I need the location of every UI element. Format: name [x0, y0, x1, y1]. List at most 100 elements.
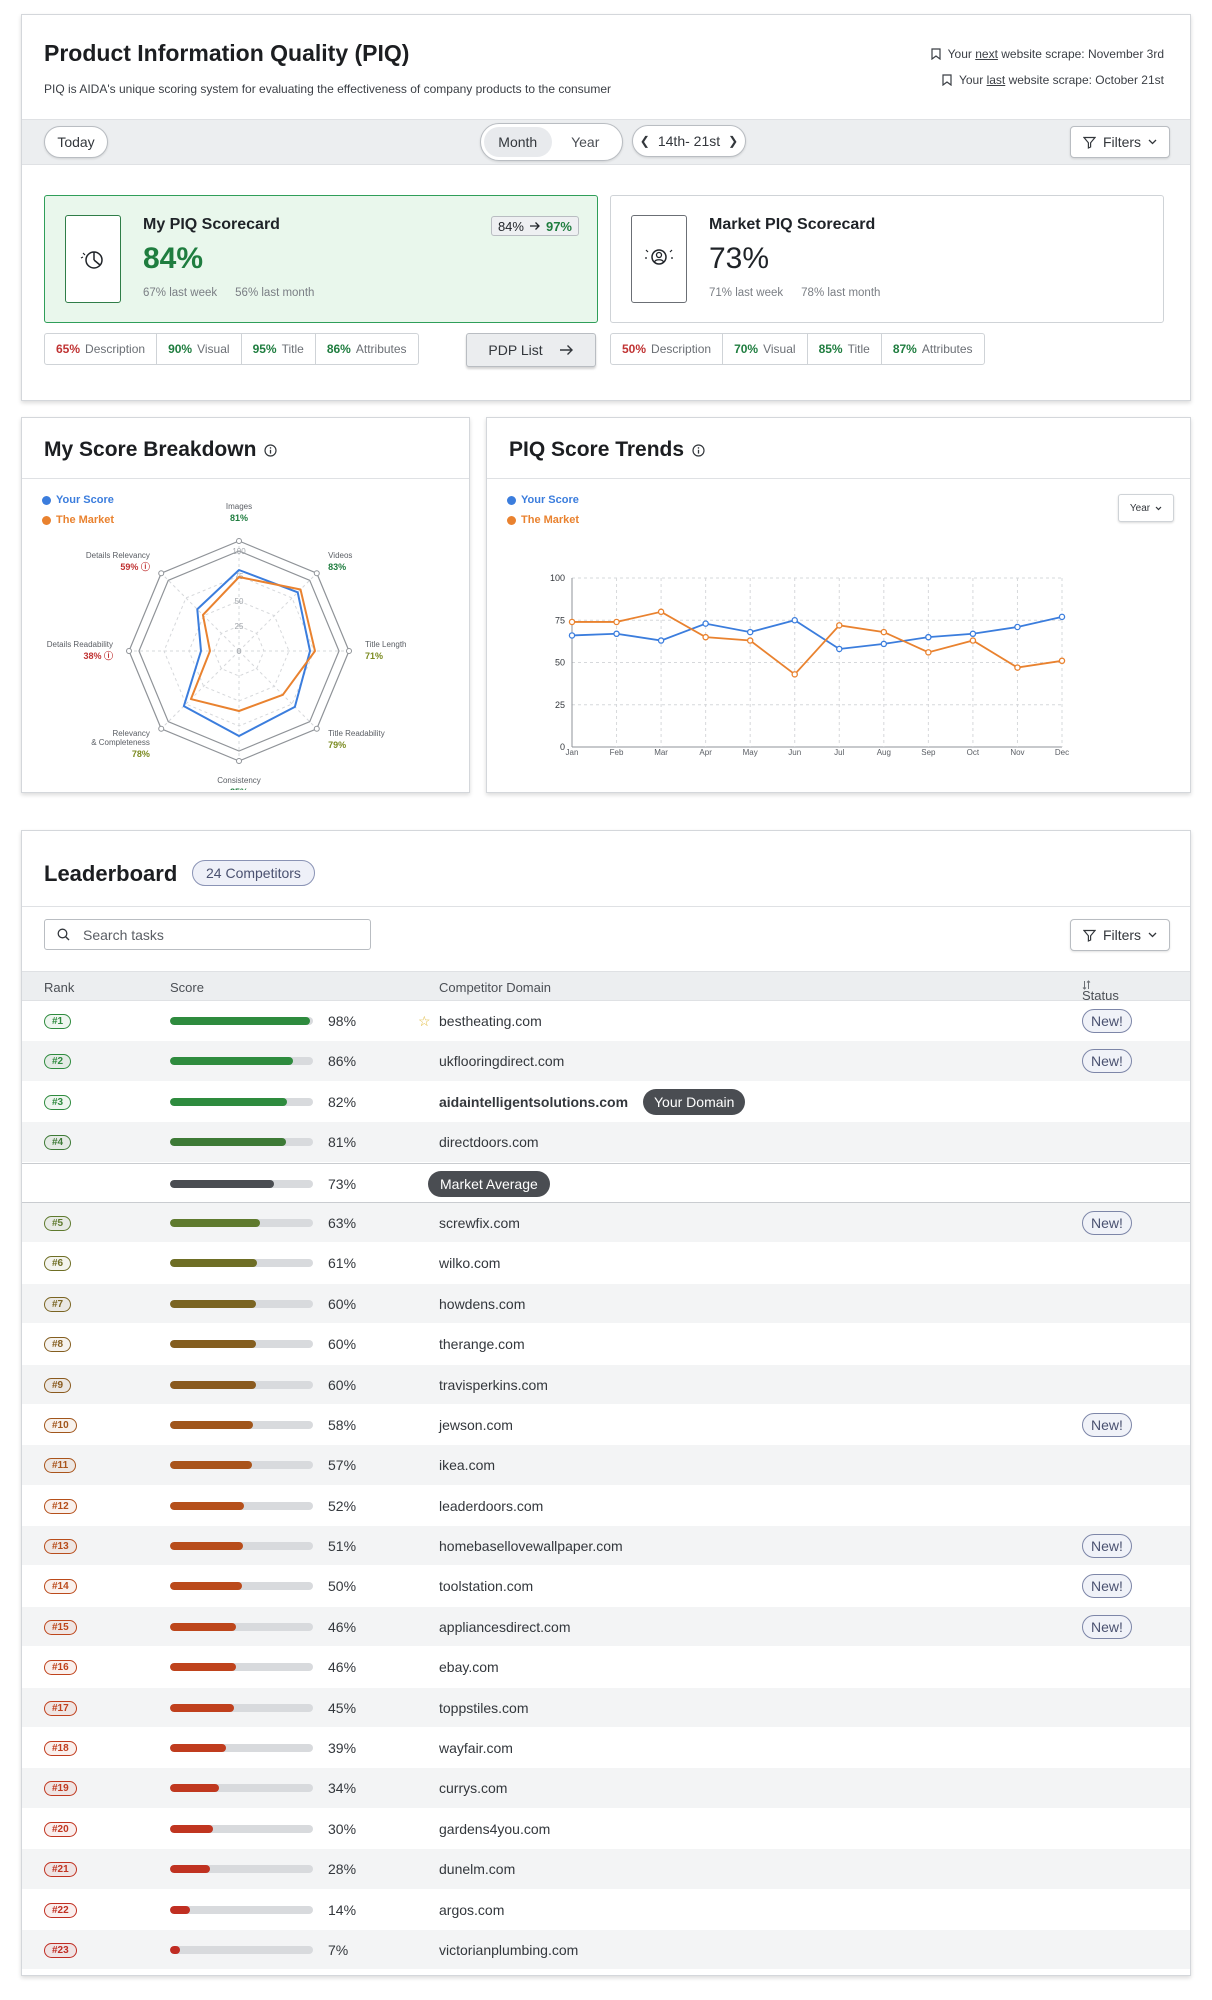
competitor-domain[interactable]: ukflooringdirect.com [439, 1053, 565, 1070]
last-week: 67% last week [143, 287, 218, 299]
competitor-domain[interactable]: aidaintelligentsolutions.com [439, 1093, 629, 1110]
competitor-domain[interactable]: leaderdoors.com [439, 1497, 544, 1514]
competitor-domain[interactable]: victorianplumbing.com [439, 1941, 579, 1958]
table-row[interactable]: #4 81% directdoors.com [22, 1122, 1190, 1163]
competitor-domain[interactable]: appliancesdirect.com [439, 1618, 571, 1635]
search-input[interactable]: Search tasks [44, 919, 371, 950]
table-row[interactable]: #13 51% homebasellovewallpaper.com New! [22, 1526, 1190, 1567]
competitor-domain[interactable]: ikea.com [439, 1457, 496, 1474]
competitor-domain[interactable]: screwfix.com [439, 1214, 520, 1231]
competitor-domain[interactable]: howdens.com [439, 1295, 526, 1312]
table-row[interactable]: #23 7% victorianplumbing.com [22, 1929, 1190, 1971]
header-status-label: Status [1082, 988, 1119, 1003]
competitor-domain[interactable]: gardens4you.com [439, 1820, 551, 1837]
radar-spoke [238, 572, 318, 652]
x-tick-label: Nov [1010, 748, 1024, 757]
table-row[interactable]: #12 52% leaderdoors.com [22, 1486, 1190, 1527]
table-row[interactable]: #19 34% currys.com [22, 1768, 1190, 1809]
competitor-domain[interactable]: dunelm.com [439, 1861, 516, 1878]
today-button[interactable]: Today [44, 126, 108, 158]
trend-period-select[interactable]: Year [1118, 494, 1174, 522]
table-row[interactable]: #15 46% appliancesdirect.com New! [22, 1606, 1190, 1648]
radar-axis-label: Title Readability 79% [328, 729, 385, 750]
chevron-right-icon[interactable]: ❯ [728, 134, 739, 148]
table-row[interactable]: #9 60% travisperkins.com [22, 1364, 1190, 1405]
table-row[interactable]: #21 28% dunelm.com [22, 1849, 1190, 1890]
table-row[interactable]: #8 60% therange.com [22, 1324, 1190, 1365]
header-rank[interactable]: Rank [44, 980, 75, 995]
header-domain[interactable]: Competitor Domain [439, 980, 551, 995]
competitor-domain[interactable]: therange.com [439, 1336, 525, 1353]
leaderboard-filters-button[interactable]: Filters [1070, 919, 1170, 951]
data-point [568, 618, 576, 626]
market-piq-scorecard[interactable]: Market PIQ Scorecard 73% 71% last week 7… [610, 195, 1164, 323]
radar-spoke [160, 650, 240, 730]
competitor-domain[interactable]: jewson.com [439, 1416, 513, 1433]
score-bar-fill [170, 1179, 275, 1188]
last-month: 78% last month [801, 287, 881, 299]
table-row[interactable]: #17 45% toppstiles.com [22, 1687, 1190, 1729]
x-tick-label: Sep [921, 748, 936, 757]
radar-axis-value: 38% ⓘ [83, 650, 113, 661]
radar-vertex [236, 758, 242, 764]
score-bar [170, 1622, 313, 1631]
competitor-domain[interactable]: toolstation.com [439, 1578, 534, 1595]
header-status[interactable]: Status [1082, 980, 1119, 1003]
data-point [746, 637, 754, 644]
score-bar-fill [170, 1824, 213, 1833]
next-scrape: Your next website scrape: November 3rd [931, 47, 1164, 61]
table-row[interactable]: #14 50% toolstation.com New! [22, 1566, 1190, 1607]
market-average-row[interactable]: 73% Market Average [22, 1162, 1190, 1203]
table-row[interactable]: #1 98% ☆ bestheating.com New! [22, 1001, 1190, 1042]
competitor-domain[interactable]: currys.com [439, 1780, 508, 1797]
radar-vertex [346, 648, 352, 654]
table-row[interactable]: #5 63% screwfix.com New! [22, 1202, 1190, 1244]
rank-badge: #16 [44, 1660, 77, 1676]
info-icon[interactable] [264, 443, 278, 457]
trends-legend: Your Score The Market [507, 490, 579, 530]
competitor-domain[interactable]: travisperkins.com [439, 1376, 548, 1393]
score-bar [170, 1784, 313, 1793]
competitor-domain[interactable]: wayfair.com [439, 1740, 513, 1757]
filters-label: Filters [1102, 134, 1142, 150]
table-row[interactable]: #11 57% ikea.com [22, 1445, 1190, 1486]
rank-badge: #17 [44, 1700, 77, 1716]
competitor-domain[interactable]: directdoors.com [439, 1134, 539, 1151]
legend-your-score: Your Score [507, 490, 579, 510]
competitor-domain[interactable]: wilko.com [439, 1255, 501, 1272]
table-row[interactable]: #10 58% jewson.com New! [22, 1405, 1190, 1446]
rank-badge: #10 [44, 1417, 77, 1433]
table-row[interactable]: #3 82% aidaintelligentsolutions.com Your Do… [22, 1082, 1190, 1123]
table-row[interactable]: #2 86% ukflooringdirect.com New! [22, 1041, 1190, 1082]
attribute-label: Title [281, 342, 304, 356]
radar-axis-name: Consistency [217, 776, 261, 785]
competitor-domain[interactable]: homebasellovewallpaper.com [439, 1538, 623, 1555]
info-icon[interactable] [692, 443, 705, 457]
competitor-domain[interactable]: ebay.com [439, 1659, 499, 1676]
competitor-domain[interactable]: argos.com [439, 1901, 505, 1918]
table-row[interactable]: #6 61% wilko.com [22, 1243, 1190, 1284]
competitor-domain[interactable]: toppstiles.com [439, 1699, 529, 1716]
table-row[interactable]: #18 39% wayfair.com [22, 1728, 1190, 1769]
sort-icon[interactable] [1082, 980, 1091, 990]
table-row[interactable]: #7 60% howdens.com [22, 1283, 1190, 1325]
year-tab[interactable]: Year [571, 134, 600, 150]
date-range-picker[interactable]: ❮ 14th- 21st ❯ [632, 125, 746, 157]
competitor-domain[interactable]: bestheating.com [439, 1013, 542, 1029]
radar-axis-label: Title Length 71% [365, 640, 407, 661]
chevron-left-icon[interactable]: ❮ [639, 134, 650, 148]
header-score[interactable]: Score [170, 980, 204, 995]
table-row[interactable]: #22 14% argos.com [22, 1890, 1190, 1930]
month-tab[interactable]: Month [484, 127, 552, 157]
attribute-label: Attributes [921, 342, 973, 356]
score-pct: 52% [328, 1497, 357, 1514]
pdp-list-button[interactable]: PDP List [466, 333, 596, 367]
y-tick-label: 0 [560, 742, 565, 752]
table-row[interactable]: #20 30% gardens4you.com [22, 1809, 1190, 1850]
score-bar-fill [170, 1582, 242, 1591]
radar-tick: 0 [237, 647, 242, 656]
table-row[interactable]: #16 46% ebay.com [22, 1647, 1190, 1688]
radar-axis-label: Consistency 85% [217, 776, 261, 790]
my-piq-scorecard[interactable]: My PIQ Scorecard 84% 67% last week 56% l… [44, 195, 598, 323]
filters-button[interactable]: Filters [1070, 126, 1170, 158]
